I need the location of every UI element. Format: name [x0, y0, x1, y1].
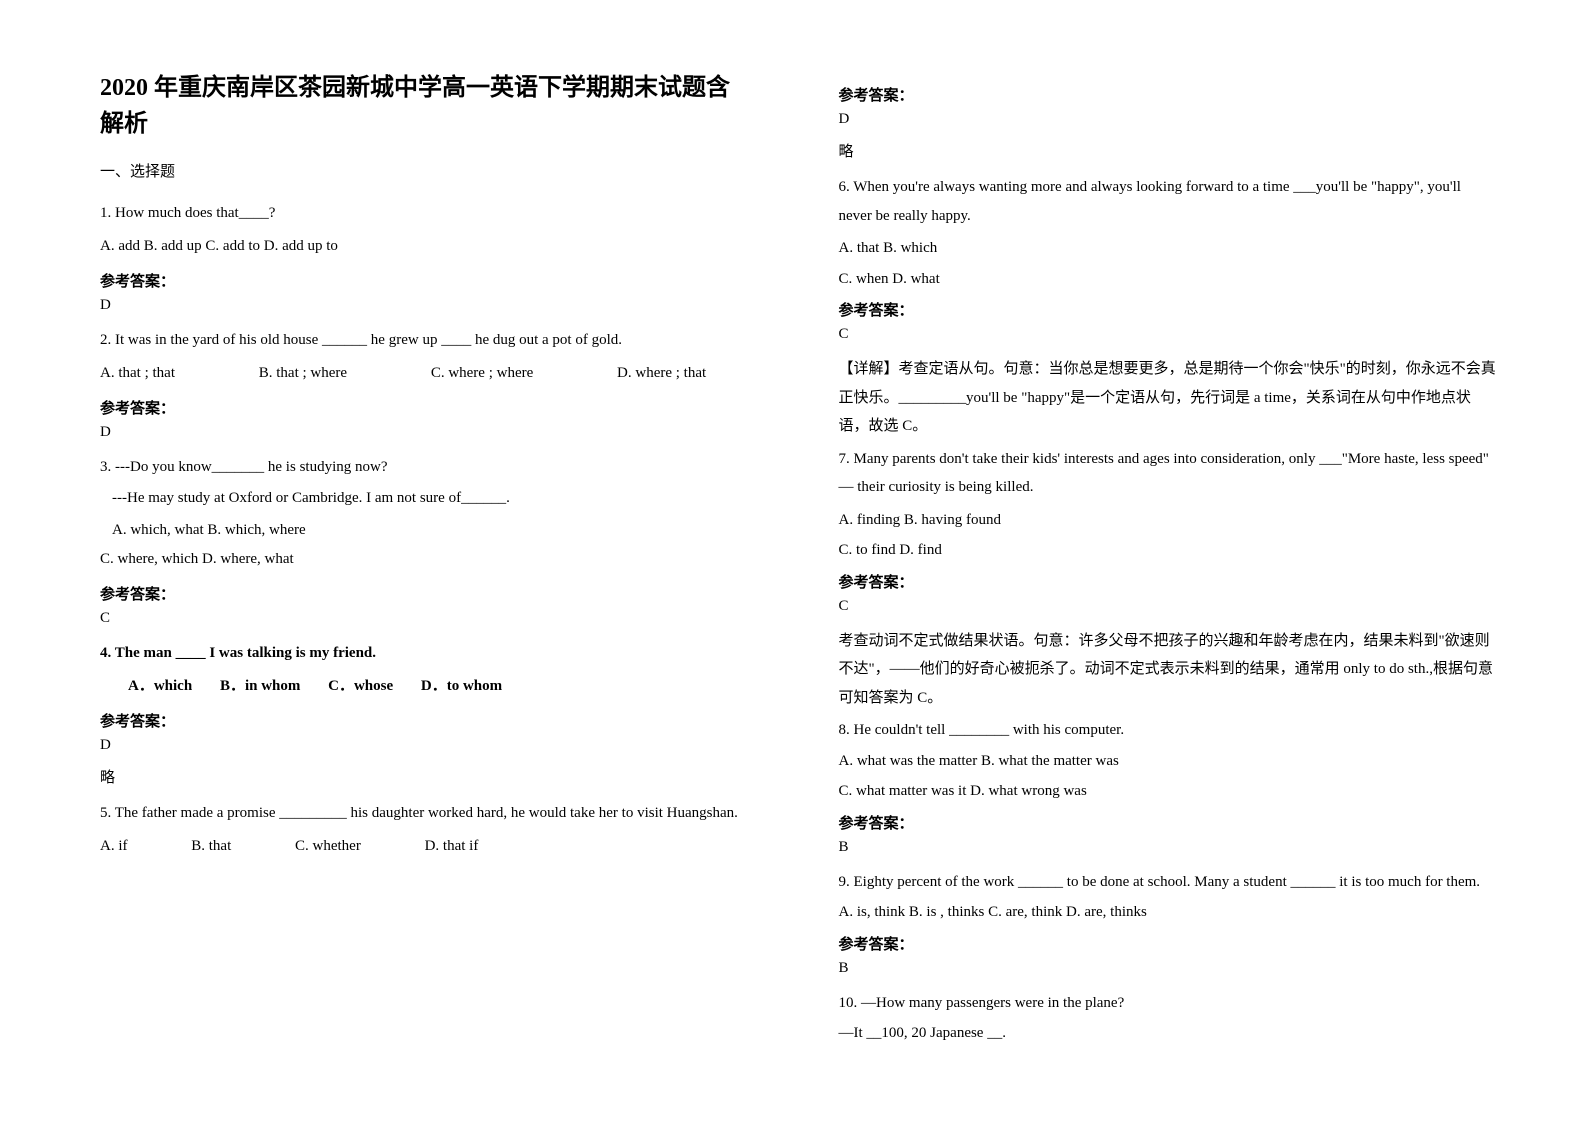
- q7-explanation: 考查动词不定式做结果状语。句意：许多父母不把孩子的兴趣和年龄考虑在内，结果未料到…: [839, 627, 1498, 713]
- q3-stem1: 3. ---Do you know_______ he is studying …: [100, 453, 759, 482]
- q2-optB: B. that ; where: [259, 359, 347, 388]
- q5-optD: D. that if: [425, 832, 479, 861]
- q4-optB: B．in whom: [220, 672, 300, 701]
- q1-stem: 1. How much does that____?: [100, 199, 759, 228]
- q9-opts: A. is, think B. is , thinks C. are, thin…: [839, 898, 1498, 927]
- q8-answer: B: [839, 839, 1498, 856]
- doc-title: 2020 年重庆南岸区茶园新城中学高一英语下学期期末试题含 解析: [100, 70, 759, 142]
- section-heading: 一、选择题: [100, 160, 759, 181]
- q4-optC: C．whose: [328, 672, 393, 701]
- q5-opts: A. if B. that C. whether D. that if: [100, 832, 759, 861]
- right-column: 参考答案： D 略 6. When you're always wanting …: [839, 70, 1498, 1050]
- q10-stem2: —It __100, 20 Japanese __.: [839, 1019, 1498, 1048]
- q6-explanation: 【详解】考查定语从句。句意：当你总是想要更多，总是期待一个你会"快乐"的时刻，你…: [839, 355, 1498, 441]
- q2-optC: C. where ; where: [431, 359, 533, 388]
- q2-opts: A. that ; that B. that ; where C. where …: [100, 359, 759, 388]
- q8-stem: 8. He couldn't tell ________ with his co…: [839, 716, 1498, 745]
- q3-answer: C: [100, 610, 759, 627]
- answer-label: 参考答案：: [839, 933, 1498, 954]
- q2-answer: D: [100, 424, 759, 441]
- q6-optsCD: C. when D. what: [839, 265, 1498, 294]
- q7-optsCD: C. to find D. find: [839, 536, 1498, 565]
- q4-optD: D．to whom: [421, 672, 502, 701]
- q6-answer: C: [839, 326, 1498, 343]
- answer-label: 参考答案：: [100, 270, 759, 291]
- q8-optsCD: C. what matter was it D. what wrong was: [839, 777, 1498, 806]
- q10-stem1: 10. —How many passengers were in the pla…: [839, 989, 1498, 1018]
- q1-opts: A. add B. add up C. add to D. add up to: [100, 232, 759, 261]
- q7-optsAB: A. finding B. having found: [839, 506, 1498, 535]
- answer-label: 参考答案：: [839, 571, 1498, 592]
- q5-answer: D: [839, 111, 1498, 128]
- left-column: 2020 年重庆南岸区茶园新城中学高一英语下学期期末试题含 解析 一、选择题 1…: [100, 70, 759, 1050]
- q4-stem: 4. The man ____ I was talking is my frie…: [100, 639, 759, 668]
- q2-optA: A. that ; that: [100, 359, 175, 388]
- title-line1: 2020 年重庆南岸区茶园新城中学高一英语下学期期末试题含: [100, 75, 730, 101]
- q9-stem: 9. Eighty percent of the work ______ to …: [839, 868, 1498, 897]
- answer-label: 参考答案：: [100, 583, 759, 604]
- q2-optD: D. where ; that: [617, 359, 706, 388]
- q4-optA: A．which: [128, 672, 192, 701]
- q5-optA: A. if: [100, 832, 128, 861]
- q1-answer: D: [100, 297, 759, 314]
- q7-stem: 7. Many parents don't take their kids' i…: [839, 445, 1498, 502]
- q2-stem: 2. It was in the yard of his old house _…: [100, 326, 759, 355]
- q3-stem2: ---He may study at Oxford or Cambridge. …: [100, 484, 759, 513]
- answer-label: 参考答案：: [839, 84, 1498, 105]
- q5-optB: B. that: [191, 832, 231, 861]
- q4-answer: D: [100, 737, 759, 754]
- answer-label: 参考答案：: [100, 397, 759, 418]
- q5-stem: 5. The father made a promise _________ h…: [100, 799, 759, 828]
- answer-label: 参考答案：: [839, 812, 1498, 833]
- answer-label: 参考答案：: [100, 710, 759, 731]
- title-line2: 解析: [100, 111, 148, 137]
- q5-lue: 略: [839, 140, 1498, 161]
- q3-optsCD: C. where, which D. where, what: [100, 545, 759, 574]
- q7-answer: C: [839, 598, 1498, 615]
- q6-stem: 6. When you're always wanting more and a…: [839, 173, 1498, 230]
- q8-optsAB: A. what was the matter B. what the matte…: [839, 747, 1498, 776]
- q4-opts: A．which B．in whom C．whose D．to whom: [100, 672, 759, 701]
- q4-lue: 略: [100, 766, 759, 787]
- page-container: 2020 年重庆南岸区茶园新城中学高一英语下学期期末试题含 解析 一、选择题 1…: [0, 0, 1587, 1090]
- q3-optsAB: A. which, what B. which, where: [100, 516, 759, 545]
- q5-optC: C. whether: [295, 832, 361, 861]
- q6-optsAB: A. that B. which: [839, 234, 1498, 263]
- answer-label: 参考答案：: [839, 299, 1498, 320]
- q9-answer: B: [839, 960, 1498, 977]
